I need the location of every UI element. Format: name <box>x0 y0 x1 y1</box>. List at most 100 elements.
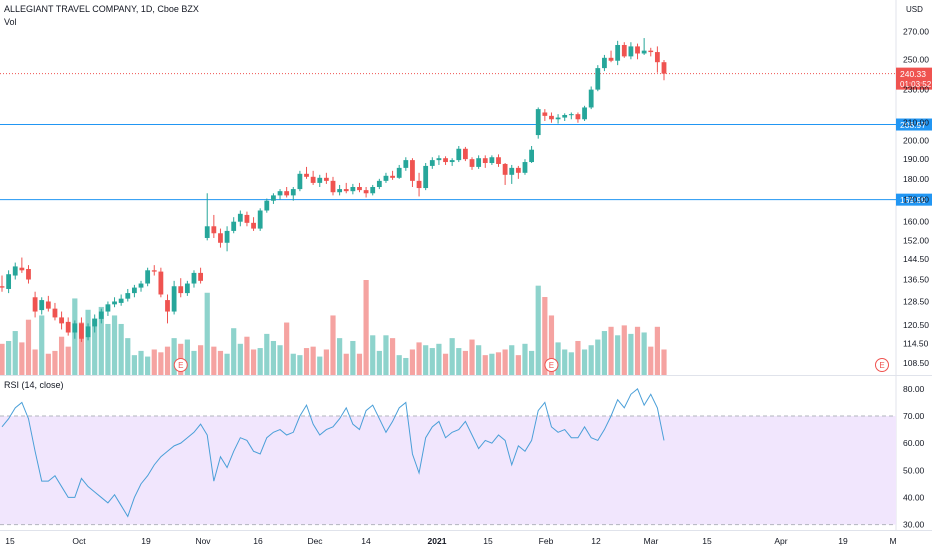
volume-bar <box>529 350 535 375</box>
volume-bar <box>138 350 144 375</box>
time-tick-label: 14 <box>361 536 371 546</box>
candle-body <box>588 89 594 108</box>
volume-bar <box>634 326 641 375</box>
candle-body <box>45 301 51 309</box>
candle-body <box>92 318 98 327</box>
candle-body <box>370 187 376 194</box>
candle-body <box>376 180 382 188</box>
volume-bar <box>403 357 409 375</box>
volume-bar <box>416 342 422 375</box>
candle-body <box>79 323 84 339</box>
volume-bar <box>363 280 369 375</box>
candle-body <box>112 301 117 305</box>
volume-bar <box>641 332 647 375</box>
volume-bar <box>32 349 38 375</box>
volume-bar <box>25 319 32 375</box>
price-tick-label: 200.00 <box>903 135 929 145</box>
time-tick-label: 16 <box>253 536 263 546</box>
candle-body <box>304 173 309 177</box>
volume-bar <box>224 353 230 375</box>
price-tick-label: 270.00 <box>903 26 929 36</box>
volume-bar <box>548 315 555 375</box>
price-tick-label: 190.00 <box>903 154 929 164</box>
candle-body <box>476 158 482 167</box>
volume-bar <box>542 297 548 375</box>
volume-bar <box>621 325 627 375</box>
volume-bar <box>389 338 396 375</box>
candle-body <box>621 44 627 57</box>
rsi-axis: 80.00 70.00 60.00 50.00 40.00 30.00 <box>903 384 925 530</box>
time-tick-label: M <box>889 536 896 546</box>
time-tick-label: Nov <box>195 536 211 546</box>
price-tick-label: 170.00 <box>903 195 929 205</box>
rsi-line <box>1 388 665 518</box>
volume-bar <box>555 342 561 375</box>
rsi-tick-label: 30.00 <box>903 520 925 530</box>
candle-body <box>105 304 111 312</box>
volume-bar <box>396 355 402 375</box>
volume-bar <box>0 343 5 375</box>
volume-bar <box>65 346 71 375</box>
candle-body <box>390 175 395 178</box>
candle-body <box>515 167 521 173</box>
volume-bar <box>204 292 210 375</box>
volume-bar <box>151 349 157 375</box>
candle-body <box>641 50 647 54</box>
volume-bar <box>250 349 257 375</box>
candle-body <box>118 298 124 303</box>
volume-bars <box>0 280 667 375</box>
candle-body <box>535 109 541 136</box>
volume-bar <box>131 355 137 375</box>
candle-body <box>171 286 177 312</box>
volume-bar <box>6 340 12 375</box>
candle-body <box>65 321 71 333</box>
price-tick-label: 136.50 <box>903 275 929 285</box>
volume-bar <box>164 346 171 375</box>
rsi-tick-label: 70.00 <box>903 411 925 421</box>
price-tick-label: 128.50 <box>903 296 929 306</box>
earnings-marker-icon[interactable] <box>173 358 188 372</box>
earnings-marker-label: E <box>549 361 554 370</box>
candle-body <box>595 68 601 90</box>
earnings-marker-icon[interactable] <box>544 358 559 372</box>
candle-body <box>330 180 336 193</box>
candle-body <box>198 272 203 281</box>
volume-bar <box>356 353 363 375</box>
level-tag-label: 208.97 <box>900 120 926 130</box>
candle-body <box>456 148 462 161</box>
candle-body <box>383 175 389 181</box>
candle-body <box>244 214 250 223</box>
volume-bar <box>211 346 217 375</box>
volume-bar <box>628 333 634 375</box>
volume-bar <box>237 343 243 375</box>
price-axis: 270.00 250.00 230.00 210.00 200.00 190.00 180.… <box>903 26 929 368</box>
candle-body <box>218 233 223 243</box>
volume-bar <box>370 335 376 375</box>
candle-body <box>26 268 31 280</box>
volume-bar <box>145 356 151 375</box>
volume-bar <box>337 338 343 375</box>
candle-body <box>224 230 230 243</box>
volume-bar <box>317 356 323 375</box>
volume-bar <box>489 353 495 375</box>
volume-bar <box>277 345 283 375</box>
volume-bar <box>601 331 608 375</box>
earnings-marker-icon[interactable] <box>875 358 889 372</box>
rsi-tick-label: 50.00 <box>903 465 925 475</box>
volume-bar <box>217 350 224 375</box>
candle-body <box>628 46 634 57</box>
volume-bar <box>257 348 263 375</box>
time-tick-label: Mar <box>644 536 659 546</box>
candle-body <box>290 189 296 196</box>
volume-bar <box>343 353 349 375</box>
price-tick-label: 180.00 <box>903 174 929 184</box>
candle-body <box>165 300 170 312</box>
volume-bar <box>495 352 502 375</box>
candle-body <box>635 46 640 54</box>
candle-body <box>582 107 587 120</box>
last-price-tag <box>896 67 932 90</box>
candle-body <box>297 173 303 190</box>
level-tag <box>896 193 932 206</box>
